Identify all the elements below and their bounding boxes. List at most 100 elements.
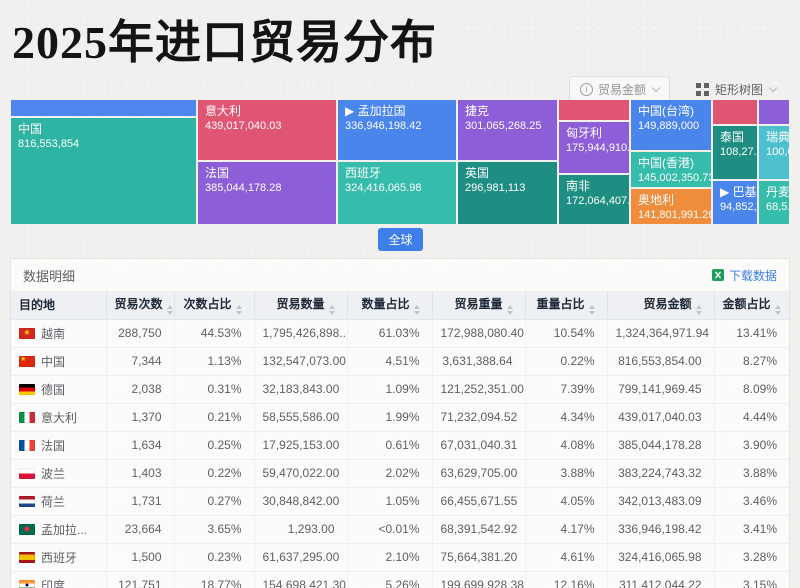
treemap-cell[interactable]: 法国 385,044,178.28 — [198, 162, 336, 224]
value-cell: 0.27% — [174, 487, 255, 516]
destination-cell: 印度 — [11, 571, 107, 588]
treemap-cell[interactable]: 奥地利 141,801,991.26 — [631, 189, 711, 224]
destination-cell: 孟加拉... — [11, 515, 107, 544]
column-header-sortable[interactable]: 数量占比 — [347, 291, 433, 320]
treemap-cell[interactable]: 西班牙 324,416,065.98 — [338, 162, 456, 224]
sort-icon[interactable] — [413, 304, 420, 315]
treemap-cell-name: 瑞典 — [766, 130, 789, 144]
column-header-sortable[interactable]: 贸易金额 — [607, 291, 715, 320]
sort-icon[interactable] — [235, 304, 242, 315]
treemap-cell[interactable]: 中国(台湾) 149,889,000 — [631, 100, 711, 150]
column-header-sortable[interactable]: 金额占比 — [714, 291, 789, 320]
value-cell: 4.34% — [525, 403, 608, 432]
destination-name-wrap: 法国 — [19, 432, 94, 459]
column-header-label: 贸易数量 — [276, 296, 325, 311]
table-row: 孟加拉... 23,664 3.65% 1,293.00 <0.01% 68,391,54… — [11, 515, 789, 544]
treemap-cell[interactable]: 中国 816,553,854 — [11, 118, 196, 224]
destination-name: 中国 — [41, 354, 66, 369]
destination-name: 印度 — [41, 578, 66, 588]
column-header-sortable[interactable]: 重量占比 — [525, 291, 608, 320]
treemap-cell-unlabeled[interactable] — [559, 100, 629, 120]
treemap-cell[interactable]: ▶ 巴基... 94,852,... — [713, 181, 757, 224]
value-cell: 18.77% — [174, 571, 255, 588]
value-cell: 1,634 — [106, 431, 175, 460]
treemap-cell[interactable]: 中国(香港) 145,002,350.73 — [631, 152, 711, 187]
destination-name: 孟加拉... — [41, 522, 88, 537]
value-cell: 0.25% — [174, 431, 255, 460]
data-table: 目的地 贸易次数 次数占比 贸易数量 数量占比 贸易重量 重量占比 贸易金额 金额占比 ★ 越南 2… — [11, 291, 789, 588]
value-cell: 67,031,040.31 — [432, 431, 526, 460]
value-cell: 132,547,073.00 — [254, 347, 348, 376]
table-row: 波兰 1,403 0.22% 59,470,022.00 2.02% 63,629,705… — [11, 459, 789, 488]
panel-header: 数据明细 下载数据 — [11, 259, 789, 291]
treemap-cell[interactable]: 南非 172,064,407.59 — [559, 175, 629, 224]
destination-cell: 德国 — [11, 375, 107, 404]
value-cell: 288,750 — [106, 319, 175, 348]
sort-icon[interactable] — [328, 304, 335, 315]
sort-icon[interactable] — [506, 304, 513, 315]
destination-cell: 波兰 — [11, 459, 107, 488]
treemap-cell-name: 英国 — [465, 166, 490, 180]
value-cell: 4.44% — [714, 403, 789, 432]
treemap-cell[interactable]: 英国 296,981,113 — [458, 162, 557, 224]
sort-icon[interactable] — [588, 304, 595, 315]
treemap-cell-name: 法国 — [205, 166, 230, 180]
value-cell: 2.10% — [347, 543, 433, 572]
flag-germany-icon — [19, 383, 35, 395]
breadcrumb-root-button[interactable]: 全球 — [378, 228, 423, 251]
treemap-cell[interactable]: 意大利 439,017,040.03 — [198, 100, 336, 160]
column-header-sortable[interactable]: 贸易数量 — [254, 291, 348, 320]
treemap-cell-unlabeled[interactable] — [713, 100, 757, 124]
column-header-sortable[interactable]: 次数占比 — [174, 291, 255, 320]
destination-cell: 法国 — [11, 431, 107, 460]
chart-type-select[interactable]: 矩形树图 — [686, 77, 786, 102]
value-cell: 3.15% — [714, 571, 789, 588]
value-cell: 1,403 — [106, 459, 175, 488]
chevron-down-icon — [651, 83, 661, 93]
treemap-cell[interactable]: 泰国 108,27... — [713, 126, 757, 179]
metric-select[interactable]: 贸易金额 — [568, 76, 670, 103]
value-cell: 1,500 — [106, 543, 175, 572]
treemap-cell-unlabeled[interactable] — [759, 100, 789, 124]
destination-name: 法国 — [41, 438, 66, 453]
value-cell: 3.46% — [714, 487, 789, 516]
download-data-link[interactable]: 下载数据 — [711, 267, 777, 284]
treemap-cell-value: 100,6... — [766, 146, 789, 158]
value-cell: 4.51% — [347, 347, 433, 376]
destination-name-wrap: ★ 越南 — [19, 320, 94, 347]
column-header-sortable[interactable]: 贸易重量 — [432, 291, 526, 320]
value-cell: 32,183,843.00 — [254, 375, 348, 404]
treemap-cell-value: 172,064,407.59 — [566, 195, 629, 207]
download-data-label: 下载数据 — [728, 268, 777, 283]
value-cell: 3.90% — [714, 431, 789, 460]
value-cell: 12.16% — [525, 571, 608, 588]
treemap-cell[interactable]: 丹麦 68,5... — [759, 181, 789, 224]
value-cell: 8.27% — [714, 347, 789, 376]
treemap-cell[interactable]: ▶ 孟加拉国 336,946,198.42 — [338, 100, 456, 160]
value-cell: 0.61% — [347, 431, 433, 460]
sort-icon[interactable] — [695, 304, 702, 315]
destination-name-wrap: 荷兰 — [19, 488, 94, 515]
treemap-cell[interactable]: 捷克 301,065,268.25 — [458, 100, 557, 160]
value-cell: 172,988,080.40 — [432, 319, 526, 348]
panel-title: 数据明细 — [23, 268, 76, 284]
value-cell: 199,699,928.38 — [432, 571, 526, 588]
value-cell: 311,412,044.22 — [607, 571, 715, 588]
column-header-label: 贸易金额 — [643, 296, 692, 311]
table-row: ★ 中国 7,344 1.13% 132,547,073.00 4.51% 3,631,38… — [11, 347, 789, 376]
destination-name: 荷兰 — [41, 494, 66, 509]
treemap-cell-value: 385,044,178.28 — [205, 182, 282, 194]
value-cell: 13.41% — [714, 319, 789, 348]
column-header-sortable[interactable]: 贸易次数 — [106, 291, 175, 320]
treemap-cell[interactable]: 匈牙利 175,944,910.58 — [559, 122, 629, 173]
treemap-cell[interactable]: 瑞典 100,6... — [759, 126, 789, 179]
destination-name: 意大利 — [41, 410, 78, 425]
treemap-cell-value: 439,017,040.03 — [205, 120, 282, 132]
flag-china-icon: ★ — [19, 355, 35, 367]
treemap-cell-value: 108,27... — [720, 146, 757, 158]
value-cell: 7,344 — [106, 347, 175, 376]
sort-icon[interactable] — [774, 304, 781, 315]
sort-icon[interactable] — [166, 304, 173, 315]
excel-icon — [711, 269, 724, 281]
treemap-cell-unlabeled[interactable] — [11, 100, 196, 116]
